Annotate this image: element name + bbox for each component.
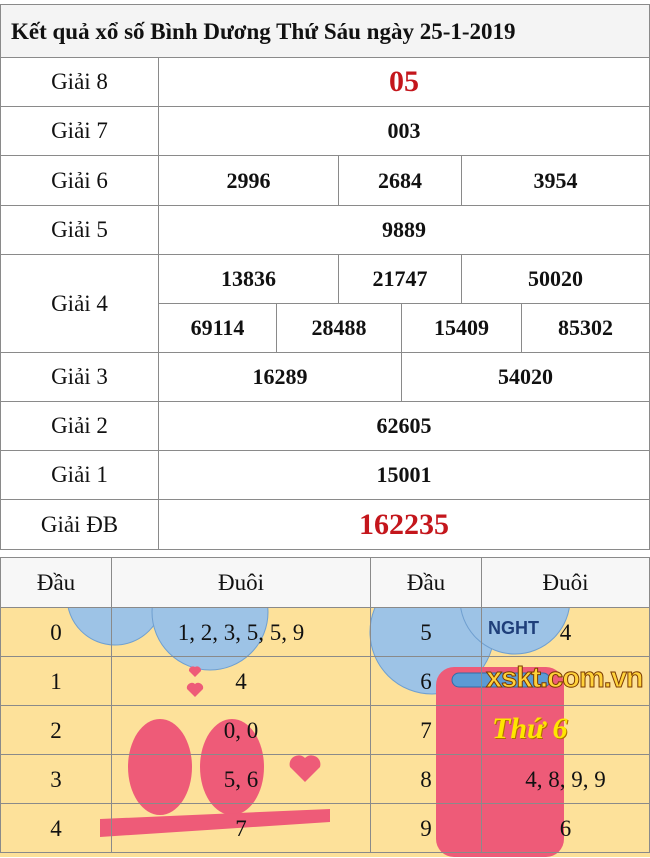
prize-value-g4: 50020 [461,254,650,304]
loto-right-tail: 6 [559,815,572,841]
prize-label-g7: Giải 7 [0,106,159,156]
prize-value-g4: 28488 [276,303,402,353]
loto-right-head: 8 [420,766,432,792]
header-tail-left: Đuôi [111,557,371,608]
prize-value-g1: 15001 [158,450,650,500]
loto-left-tail: 1, 2, 3, 5, 5, 9 [177,619,305,645]
header-text: Đầu [406,570,446,595]
loto-right-head-cell: 9 [370,803,482,853]
watermark-logo: xskt.com.vn [486,662,645,694]
loto-left-head: 0 [50,619,62,645]
loto-right-head: 7 [420,717,432,743]
prize-value-g7: 003 [158,106,650,156]
prize-value-g4: 69114 [158,303,277,353]
prize-label-g2: Giải 2 [0,401,159,451]
prize-value-g6: 2996 [158,155,339,206]
loto-right-head-cell: 5 [370,607,482,657]
header-text: Đầu [36,570,76,595]
loto-left-tail-cell: 7 [111,803,371,853]
loto-right-head-cell: 6 [370,656,482,706]
prize-value-g4: 13836 [158,254,339,304]
loto-left-head-cell: 3 [0,754,112,804]
prize-value-db: 162235 [158,499,650,550]
page-title: Kết quả xổ số Bình Dương Thứ Sáu ngày 25… [0,4,650,58]
loto-left-head-cell: 0 [0,607,112,657]
prize-label-g6: Giải 6 [0,155,159,206]
loto-left-tail: 7 [235,815,247,841]
loto-left-head-cell: 2 [0,705,112,755]
day-badge: Thứ 6 [492,712,568,745]
page-title-text: Kết quả xổ số Bình Dương Thứ Sáu ngày 25… [11,18,516,44]
header-text: Đuôi [218,570,264,595]
loto-left-head: 1 [50,668,62,694]
header-head-right: Đầu [370,557,482,608]
prize-value-g5: 9889 [158,205,650,255]
loto-left-head: 2 [50,717,62,743]
decor-illustration [66,557,571,857]
prize-value-g3: 16289 [158,352,402,402]
header-text: Đuôi [542,570,589,595]
prize-value-g4: 21747 [338,254,462,304]
loto-left-tail: 5, 6 [223,766,259,792]
loto-left-head-cell: 1 [0,656,112,706]
loto-right-head-cell: 8 [370,754,482,804]
loto-right-tail: 4 [559,619,572,645]
cloud-text: NGHT [488,618,539,638]
prize-value-g6: 2684 [338,155,462,206]
loto-right-head-cell: 7 [370,705,482,755]
calendar-icon [436,667,564,857]
loto-right-head: 9 [420,815,432,841]
loto-right-head: 6 [420,668,432,694]
loto-left-tail-cell: 5, 6 [111,754,371,804]
prize-value-g2: 62605 [158,401,650,451]
loto-table: Đầu Đuôi Đầu Đuôi 0 1, 2, 3, 5, 5, 9 5 4 1 4 6… [0,557,650,857]
prize-label-g3: Giải 3 [0,352,159,402]
loto-left-tail-cell: 0, 0 [111,705,371,755]
prize-value-g4: 85302 [521,303,650,353]
prize-label-g1: Giải 1 [0,450,159,500]
header-head-left: Đầu [0,557,112,608]
prize-value-g4: 15409 [401,303,522,353]
prize-label-g4: Giải 4 [0,254,159,353]
loto-left-tail-cell: 1, 2, 3, 5, 5, 9 [111,607,371,657]
prize-label-g5: Giải 5 [0,205,159,255]
loto-left-head: 4 [50,815,62,841]
loto-left-head: 3 [50,766,62,792]
prize-label-db: Giải ĐB [0,499,159,550]
loto-left-tail: 4 [235,668,247,694]
loto-right-tail: 4, 8, 9, 9 [525,766,606,792]
prize-label-g8: Giải 8 [0,57,159,107]
loto-right-tail-cell: 6 [481,803,650,853]
loto-left-tail-cell: 4 [111,656,371,706]
prize-value-g6: 3954 [461,155,650,206]
prize-value-g8: 05 [158,57,650,107]
header-tail-right: Đuôi [481,557,650,608]
loto-right-head: 5 [420,619,432,645]
prize-value-g3: 54020 [401,352,650,402]
loto-right-tail-cell: 4, 8, 9, 9 [481,754,650,804]
birds-icon [100,666,330,837]
loto-left-tail: 0, 0 [223,717,259,743]
loto-left-head-cell: 4 [0,803,112,853]
